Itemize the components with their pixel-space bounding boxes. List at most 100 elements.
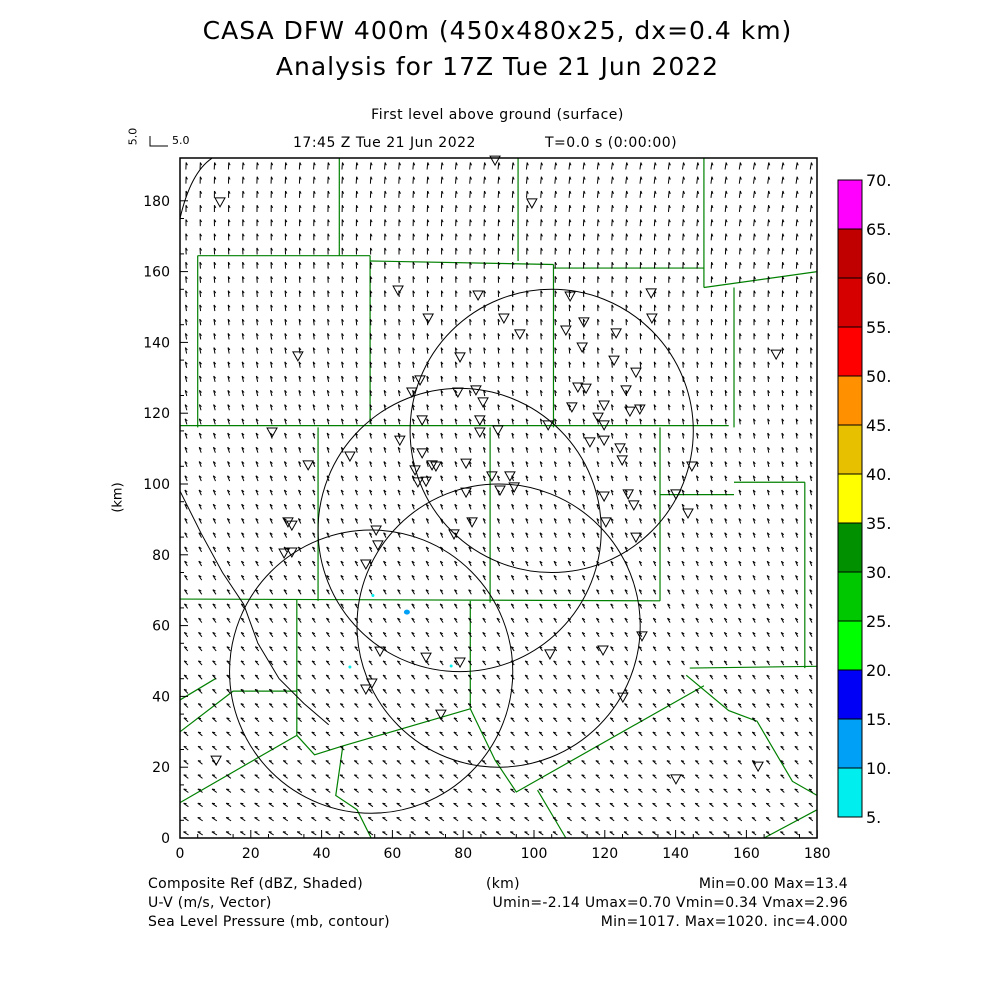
wind-vector-head [453,788,457,791]
wind-vector-head [624,589,628,592]
wind-vector-head [212,560,216,564]
wind-vector-head [568,318,572,322]
wind-vector-head [738,461,742,465]
wind-vector-head [511,375,515,379]
wind-vector-head [782,233,785,237]
wind-vector-head [283,674,287,677]
wind-vector-head [753,276,756,280]
wind-vector-head [739,190,742,194]
wind-vector-head [780,788,784,791]
wind-vector-head [524,731,528,734]
wind-vector-head [568,361,572,365]
wind-vector-head [440,503,444,507]
wind-vector [724,219,727,227]
wind-vector-head [639,347,643,351]
wind-vector-head [467,788,471,791]
wind-vector-head [341,347,344,351]
wind-vector-head [738,688,742,692]
wind-vector-head [782,162,785,166]
wind-vector-head [398,219,401,223]
wind-vector-head [397,432,401,436]
wind-vector-head [511,560,515,564]
wind-vector-head [596,461,600,465]
wind-vector-head [325,717,330,720]
wind-vector-head [198,688,202,691]
wind-vector-head [441,276,444,280]
wind-vector-head [738,631,742,635]
wind-vector-head [226,717,230,720]
wind-vector-head [440,318,444,322]
wind-vector-head [568,461,572,465]
wind-vector-head [254,745,258,748]
wind-vector-head [596,404,600,408]
wind-vector-head [441,233,444,237]
wind-vector-head [467,717,472,720]
wind-vector-head [440,560,444,564]
station-marker [616,455,628,466]
wind-vector-head [439,731,443,734]
wind-vector-head [696,503,699,507]
county-boundary [685,674,818,797]
wind-vector-head [711,219,714,223]
wind-vector [355,162,358,170]
wind-vector-head [441,247,444,251]
wind-vector-head [753,418,756,422]
wind-vector-head [723,745,727,748]
wind-vector-head [510,703,514,706]
wind-vector-head [212,489,216,493]
wind-vector-head [226,560,231,564]
wind-vector-head [326,518,330,521]
wind-vector-head [640,176,643,180]
wind-vector-head [780,731,784,734]
station-marker [598,400,610,412]
station-marker [630,532,642,544]
wind-vector-head [297,688,301,691]
wind-vector [696,205,699,213]
wind-vector-head [425,646,429,649]
wind-vector-head [709,760,713,762]
wind-vector-head [583,233,586,237]
wind-vector [667,205,670,213]
wind-vector-head [496,674,500,677]
wind-vector-head [666,802,670,805]
wind-vector-head [654,233,657,237]
y-tick-label: 160 [143,265,170,281]
wind-vector-head [668,375,671,379]
wind-vector-head [540,418,543,422]
wind-vector-head [227,261,231,265]
wind-vector-head [427,205,430,209]
wind-vector-head [270,233,274,237]
wind-vector [667,176,670,184]
wind-vector [738,205,741,213]
wind-vector-head [241,546,245,549]
wind-vector-head [241,575,245,578]
wind-vector-head [710,489,714,493]
wind-vector-head [412,333,415,337]
wind-vector-head [567,703,571,706]
wind-vector-head [425,703,429,706]
wind-vector-head [753,205,756,209]
wind-vector-head [709,575,714,578]
wind-vector-head [666,731,671,734]
wind-vector-head [808,745,813,748]
wind-vector-head [455,162,458,166]
wind-vector-head [198,546,202,549]
wind-vector-head [667,646,671,649]
colorbar-label: 5. [866,808,881,827]
wind-vector-head [241,461,245,464]
wind-vector-head [269,532,273,535]
wind-vector-head [808,817,812,819]
wind-vector-head [554,461,557,465]
wind-vector-head [455,276,458,280]
wind-vector-head [666,774,670,777]
wind-vector-head [341,333,344,337]
wind-vector-head [525,603,529,606]
wind-vector-head [384,304,387,308]
wind-vector-head [326,404,330,408]
wind-vector-head [794,731,798,734]
wind-vector-head [653,418,657,422]
wind-vector [696,176,699,184]
wind-vector-head [340,674,344,677]
station-marker [494,485,506,497]
wind-vector [653,176,656,184]
